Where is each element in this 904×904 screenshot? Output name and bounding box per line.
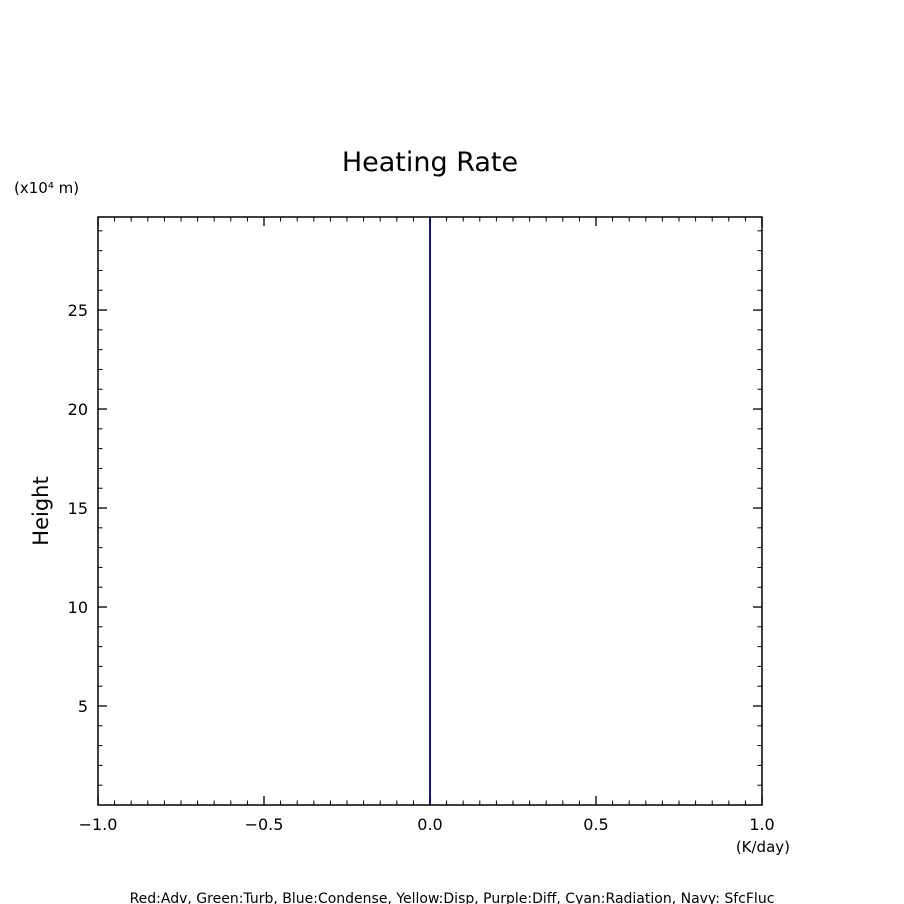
x-tick-label: 1.0 — [749, 815, 774, 834]
y-tick-label: 15 — [68, 499, 88, 518]
y-unit-label: (x10⁴ m) — [14, 179, 79, 197]
y-tick-label: 5 — [78, 697, 88, 716]
x-tick-label: −0.5 — [245, 815, 284, 834]
x-tick-label: 0.5 — [583, 815, 608, 834]
y-tick-label: 25 — [68, 301, 88, 320]
x-tick-label: −1.0 — [79, 815, 118, 834]
plot-frame — [97, 216, 763, 806]
legend-note: Red:Adv, Green:Turb, Blue:Condense, Yell… — [130, 891, 775, 904]
x-unit-label: (K/day) — [736, 838, 790, 856]
chart-title: Heating Rate — [342, 147, 518, 178]
y-tick-labels: 5 10 15 20 25 — [68, 301, 88, 716]
y-tick-label: 20 — [68, 400, 88, 419]
y-tick-label: 10 — [68, 598, 88, 617]
y-axis-label: Height — [29, 476, 53, 545]
x-tick-labels: −1.0 −0.5 0.0 0.5 1.0 — [79, 815, 775, 834]
x-tick-label: 0.0 — [417, 815, 442, 834]
